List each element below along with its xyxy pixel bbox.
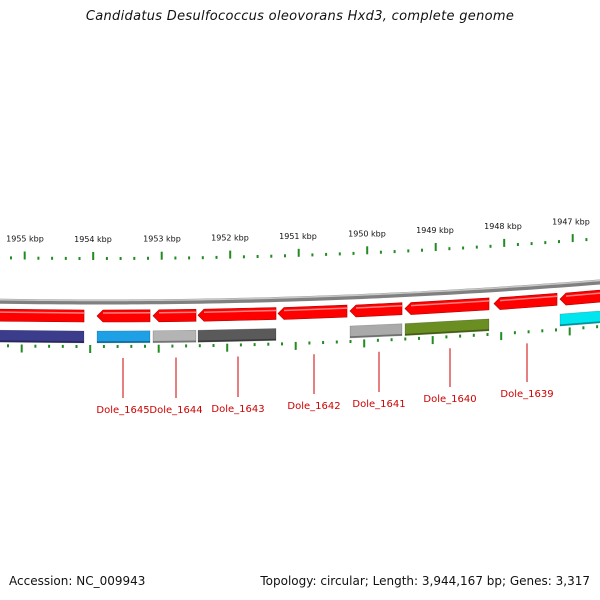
gene-arrow	[493, 292, 558, 310]
gene-feature-shadow	[152, 340, 197, 343]
scale-label: 1951 kbp	[279, 232, 317, 241]
gene-arrow-highlight	[283, 307, 348, 312]
gene-feature-bar	[152, 329, 197, 344]
genome-title: Candidatus Desulfococcus oleovorans Hxd3…	[85, 9, 515, 24]
gene-feature-bar	[197, 328, 277, 343]
gene-label: Dole_1642	[287, 401, 340, 412]
gene-arrow-highlight	[158, 311, 197, 314]
gene-feature-bar	[0, 329, 85, 344]
gene-arrow	[152, 308, 197, 323]
genome-backbone	[0, 279, 600, 305]
gene-arrow-highlight	[355, 304, 403, 309]
gene-arrow	[197, 307, 277, 322]
gene-label: Dole_1639	[500, 389, 553, 400]
gene-feature-shadow	[559, 321, 600, 326]
gene-arrow-highlight	[565, 292, 600, 297]
scale-label: 1953 kbp	[143, 235, 181, 244]
gene-feature-bar	[349, 323, 403, 339]
gene-feature-shadow	[197, 338, 277, 342]
gene-feature-bar	[96, 330, 151, 344]
gene-label: Dole_1640	[423, 394, 476, 405]
scale-label: 1949 kbp	[416, 226, 454, 235]
genome-backbone-highlight	[0, 279, 600, 302]
accession-text: Accession: NC_009943	[9, 574, 146, 588]
gene-feature-bar	[559, 310, 600, 327]
gene-arrow-highlight	[0, 311, 85, 314]
gene-arrow	[559, 289, 600, 306]
gene-feature-shadow	[0, 340, 85, 343]
gene-label: Dole_1641	[352, 399, 405, 410]
gene-arrow-highlight	[410, 300, 490, 307]
gene-arrow	[277, 304, 348, 320]
scale-label: 1955 kbp	[6, 235, 44, 244]
genome-summary-text: Topology: circular; Length: 3,944,167 bp…	[260, 574, 590, 588]
scale-label: 1948 kbp	[484, 222, 522, 231]
gene-label: Dole_1643	[211, 404, 264, 415]
gene-feature-shadow	[404, 329, 490, 336]
gene-arrow-highlight	[203, 309, 277, 313]
scale-label: 1947 kbp	[552, 217, 590, 226]
gene-arrow	[349, 302, 403, 318]
gene-feature-bar	[404, 318, 490, 336]
gene-arrow	[0, 308, 85, 323]
gene-feature-shadow	[349, 333, 403, 338]
gene-arrow	[96, 309, 151, 323]
gene-label: Dole_1644	[149, 405, 202, 416]
scale-label: 1950 kbp	[348, 229, 386, 238]
scale-label: 1952 kbp	[211, 234, 249, 243]
scale-label: 1954 kbp	[74, 235, 112, 244]
gene-arrow	[404, 297, 490, 315]
gene-arrow-highlight	[499, 295, 558, 302]
gene-label: Dole_1645	[96, 405, 149, 416]
